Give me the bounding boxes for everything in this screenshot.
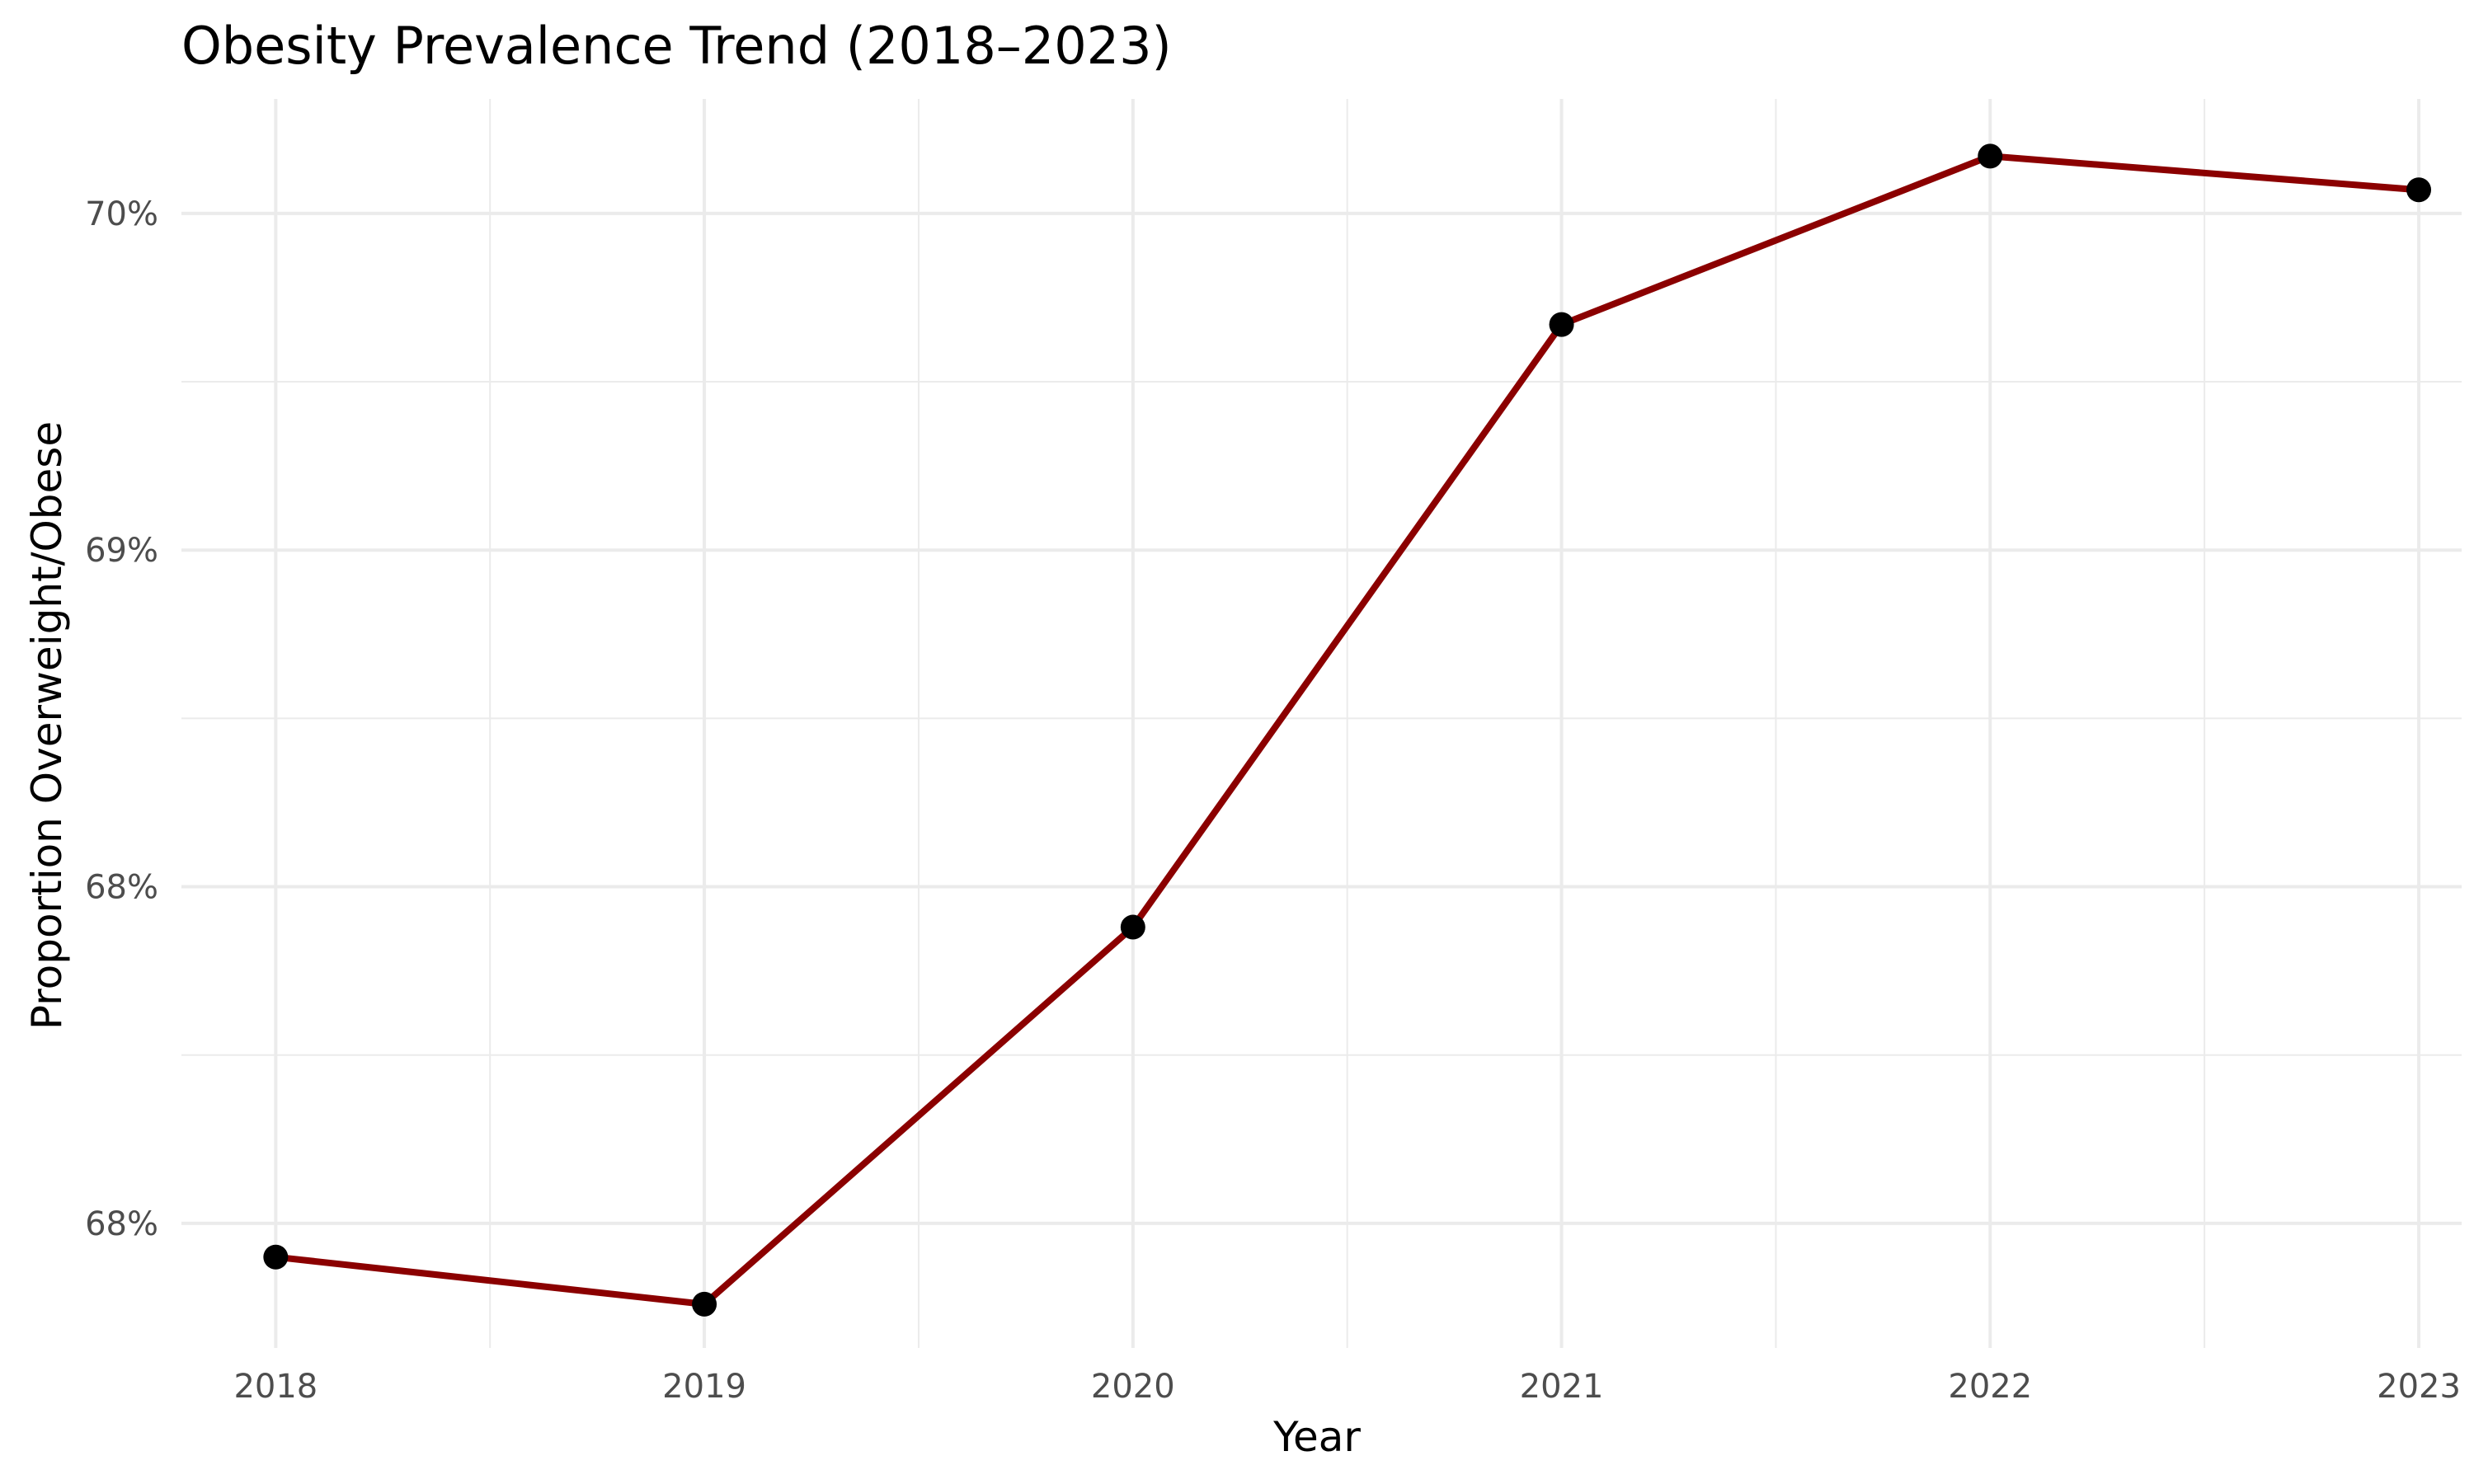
y-tick-label: 70% [85, 195, 158, 233]
y-tick-label: 68% [85, 1205, 158, 1243]
y-tick-label: 69% [85, 532, 158, 570]
grid-lines [181, 99, 2462, 1348]
x-tick-label: 2019 [662, 1368, 746, 1406]
y-axis-tick-labels: 68% 68% 69% 70% [85, 195, 158, 1243]
y-axis-title: Proportion Overweight/Obese [23, 421, 71, 1030]
data-points [263, 143, 2432, 1317]
data-point [692, 1291, 717, 1317]
data-point [2406, 177, 2432, 203]
data-point [1120, 914, 1145, 940]
chart-title: Obesity Prevalence Trend (2018–2023) [181, 16, 1172, 76]
data-point [263, 1244, 289, 1270]
data-point [1549, 312, 1574, 337]
x-axis-title: Year [1272, 1413, 1361, 1461]
x-tick-label: 2021 [1520, 1368, 1604, 1406]
x-tick-label: 2023 [2377, 1368, 2461, 1406]
x-tick-label: 2018 [233, 1368, 317, 1406]
series-line-group [272, 153, 2422, 1308]
y-tick-label: 68% [85, 869, 158, 907]
series-line [272, 153, 2422, 1308]
x-axis-tick-labels: 2018 2019 2020 2021 2022 2023 [233, 1368, 2460, 1406]
x-tick-label: 2020 [1091, 1368, 1175, 1406]
x-tick-label: 2022 [1948, 1368, 2032, 1406]
data-point [1978, 143, 2003, 169]
